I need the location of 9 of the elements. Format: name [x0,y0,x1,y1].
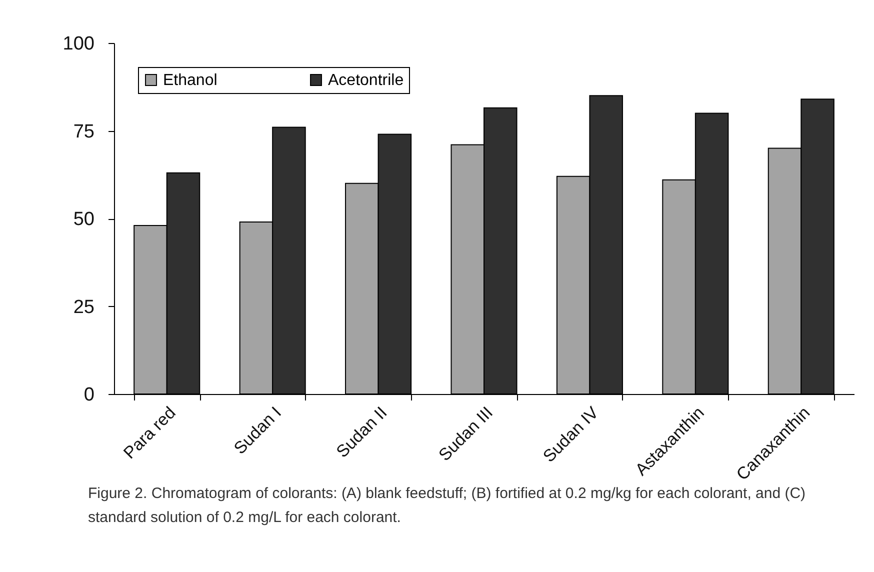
legend-label: Ethanol [163,72,218,89]
y-tick-label: 75 [73,121,94,142]
y-tick-label: 50 [73,209,94,230]
y-tick-label: 0 [84,384,94,406]
legend-label: Acetontrile [328,72,404,89]
caption: Figure 2. Chromatogram of colorants: (A) blank feedstuff; (B) fortified at 0.2 mg/kg for each colorant, and (C) standard solution of 0.2 mg/L for each colorant. [88,485,806,526]
x-tick-label: Para red [120,403,180,463]
y-tick-label: 100 [62,34,94,54]
y-tick-label: 25 [73,296,94,318]
